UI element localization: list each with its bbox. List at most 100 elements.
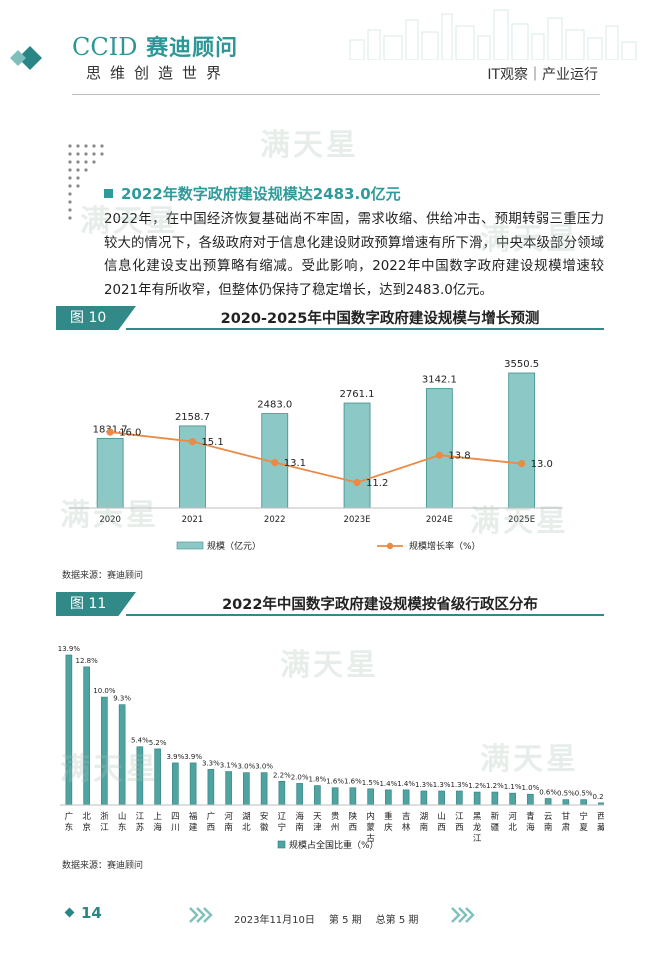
bar-data-label: 1.5%: [362, 779, 380, 787]
bar-data-label: 0.5%: [575, 790, 593, 798]
bar-share-云南: [544, 798, 552, 806]
x-tick-label: 天津: [313, 812, 322, 833]
footer-info: 2023年11月10日 第 5 期 总第 5 期: [234, 911, 432, 926]
figure-10-source: 数据来源：赛迪顾问: [62, 571, 144, 581]
bar-data-label: 0.2%: [592, 793, 604, 801]
x-tick-label: 2023E: [344, 515, 371, 525]
bar-data-label: 0.5%: [557, 790, 575, 798]
x-tick-label: 西藏: [597, 812, 604, 833]
footer-total-issue: 总第 5 期: [375, 915, 419, 926]
x-tick-label: 上海: [153, 812, 162, 833]
growth-rate-point: [353, 478, 361, 487]
x-tick-label: 甘肃: [562, 811, 571, 833]
bar-data-label: 3.0%: [237, 763, 255, 771]
bar-share-江西: [456, 790, 463, 806]
dot-pattern-decoration: [68, 144, 104, 220]
bar-share-甘肃: [562, 799, 570, 806]
x-tick-label: 云南: [544, 812, 553, 833]
x-tick-label: 山西: [437, 811, 446, 833]
x-tick-label: 宁夏: [579, 811, 588, 833]
x-tick-label: 吉林: [402, 812, 411, 833]
bar-data-label: 0.6%: [539, 789, 557, 797]
x-tick-label: 2020: [99, 515, 121, 525]
x-tick-label: 2021: [182, 515, 204, 525]
bar-data-label: 3.0%: [255, 763, 273, 771]
x-tick-label: 山东: [118, 811, 127, 833]
bar-share-安徽: [260, 772, 268, 806]
x-tick-label: 河南: [224, 811, 233, 833]
section-label: IT观察｜产业运行: [487, 67, 598, 83]
legend-label-growth: 规模增长率（%）: [409, 540, 481, 552]
bar-share-青海: [527, 793, 534, 806]
skyline-decoration: [349, 9, 637, 60]
figure-11-title: 2022年中国数字政府建设规模按省级行政区分布: [222, 597, 538, 613]
line-data-label: 13.0: [531, 459, 553, 470]
growth-rate-point: [106, 428, 114, 436]
bar-share-陕西: [349, 787, 357, 806]
line-data-label: 13.1: [284, 458, 306, 469]
bar-data-label: 1.3%: [415, 781, 433, 789]
x-tick-label: 北京: [82, 812, 91, 833]
page-number: 14: [64, 904, 102, 922]
bar-data-label: 1.3%: [450, 781, 468, 789]
figure-10-header: 图 10 2020-2025年中国数字政府建设规模与增长预测: [56, 306, 604, 330]
bar-share-广西: [207, 769, 215, 806]
bar-share-海南: [296, 783, 303, 806]
bar-data-label: 1.4%: [397, 780, 415, 788]
bar-data-label: 1.3%: [433, 781, 451, 789]
diamond-icon: [64, 907, 75, 918]
x-tick-label: 2025E: [508, 515, 535, 525]
bar-share-江苏: [136, 746, 144, 806]
bar-share-湖北: [243, 772, 250, 806]
bar-scale-2023E: [343, 402, 371, 509]
x-tick-label: 内蒙古: [366, 811, 375, 844]
x-tick-label: 湖北: [242, 812, 251, 833]
bar-scale-2025E: [508, 372, 536, 509]
figure-10-chart: 1831.720202158.720212483.020222761.12023…: [69, 359, 563, 552]
bar-share-北京: [83, 666, 90, 806]
chevrons-right-icon: [451, 907, 475, 923]
x-tick-label: 贵州: [331, 811, 340, 833]
bar-share-吉林: [402, 789, 410, 806]
bar-data-label: 3142.1: [422, 375, 457, 386]
bar-data-label: 13.9%: [58, 645, 81, 653]
x-tick-label: 黑龙江: [473, 812, 482, 844]
x-tick-label: 江西: [455, 812, 464, 833]
bar-data-label: 12.8%: [76, 657, 99, 665]
bar-share-山东: [118, 704, 126, 806]
bar-scale-2024E: [425, 388, 453, 509]
legend-swatch-scale: [176, 541, 204, 550]
x-tick-label: 陕西: [349, 811, 358, 833]
bar-share-山西: [438, 790, 445, 806]
growth-rate-line: [110, 431, 522, 484]
line-data-label: 16.0: [119, 428, 141, 439]
bar-data-label: 1.2%: [486, 782, 504, 790]
bar-data-label: 1.1%: [504, 783, 522, 791]
line-data-label: 15.1: [201, 437, 223, 448]
bar-data-label: 1.6%: [326, 778, 344, 786]
legend-label-scale: 规模（亿元）: [207, 540, 261, 552]
bar-data-label: 1.2%: [468, 782, 486, 790]
bar-data-label: 3.1%: [220, 762, 238, 770]
figure-10-tag: 图 10: [56, 306, 136, 330]
ccid-logo-icon: [10, 46, 42, 70]
figure-11-source: 数据来源：赛迪顾问: [62, 861, 144, 871]
watermark-text: 满天星: [260, 128, 359, 163]
x-tick-label: 河北: [508, 811, 517, 833]
figure-10-title: 2020-2025年中国数字政府建设规模与增长预测: [220, 311, 540, 327]
x-tick-label: 广西: [207, 811, 216, 833]
chevrons-right-icon: [189, 907, 213, 923]
bar-data-label: 1.0%: [521, 784, 539, 792]
section-paragraph: 2022年，在中国经济恢复基础尚不牢固，需求收缩、供给冲击、预期转弱三重压力较大…: [104, 212, 604, 298]
figure-10-rule: [126, 328, 604, 330]
x-tick-label: 浙江: [100, 811, 109, 833]
bar-share-上海: [154, 748, 161, 806]
bar-share-天津: [314, 785, 321, 806]
bar-share-宁夏: [580, 799, 587, 806]
bar-data-label: 5.2%: [149, 739, 167, 747]
bar-share-四川: [172, 762, 179, 806]
line-data-label: 13.8: [448, 451, 470, 462]
figure-11-tag: 图 11: [56, 592, 136, 616]
bar-data-label: 5.4%: [131, 737, 149, 745]
legend-swatch-share: [277, 840, 286, 849]
